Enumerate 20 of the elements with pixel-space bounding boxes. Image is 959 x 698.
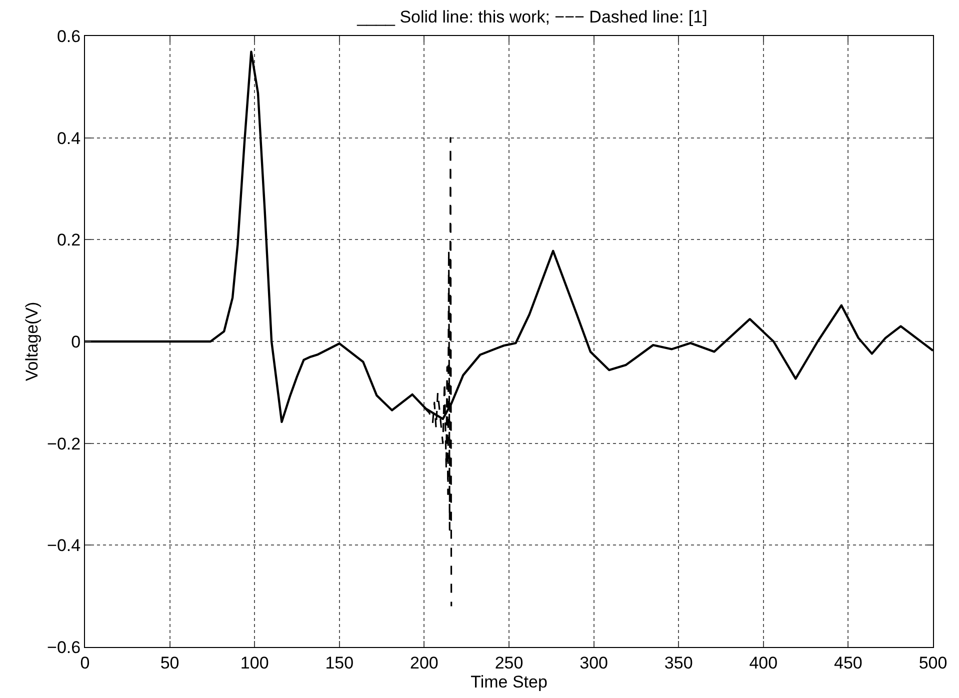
y-axis-title: Voltage(V) [22,302,42,382]
y-tick-label: −0.6 [47,638,81,657]
x-tick-label: 100 [240,653,269,672]
x-tick-label: 50 [160,653,180,672]
x-tick-label: 250 [494,653,524,672]
x-tick-label: 200 [410,653,438,672]
x-tick-label: 450 [834,653,862,672]
y-tick-label: 0 [71,332,81,352]
x-tick-label: 350 [664,653,693,672]
y-tick-label: −0.2 [47,434,81,454]
chart-title: ____ Solid line: this work; −−− Dashed line: [1] [356,7,708,26]
x-axis-title: Time Step [470,672,548,692]
x-tick-label: 150 [325,653,354,672]
y-tick-label: 0.6 [56,26,81,46]
x-tick-label: 300 [580,653,608,672]
y-tick-label: 0.2 [56,230,81,250]
y-tick-label: −0.4 [47,536,81,556]
y-tick-label: 0.4 [56,128,81,148]
x-tick-label: 400 [749,653,778,672]
x-tick-label: 500 [918,653,948,672]
